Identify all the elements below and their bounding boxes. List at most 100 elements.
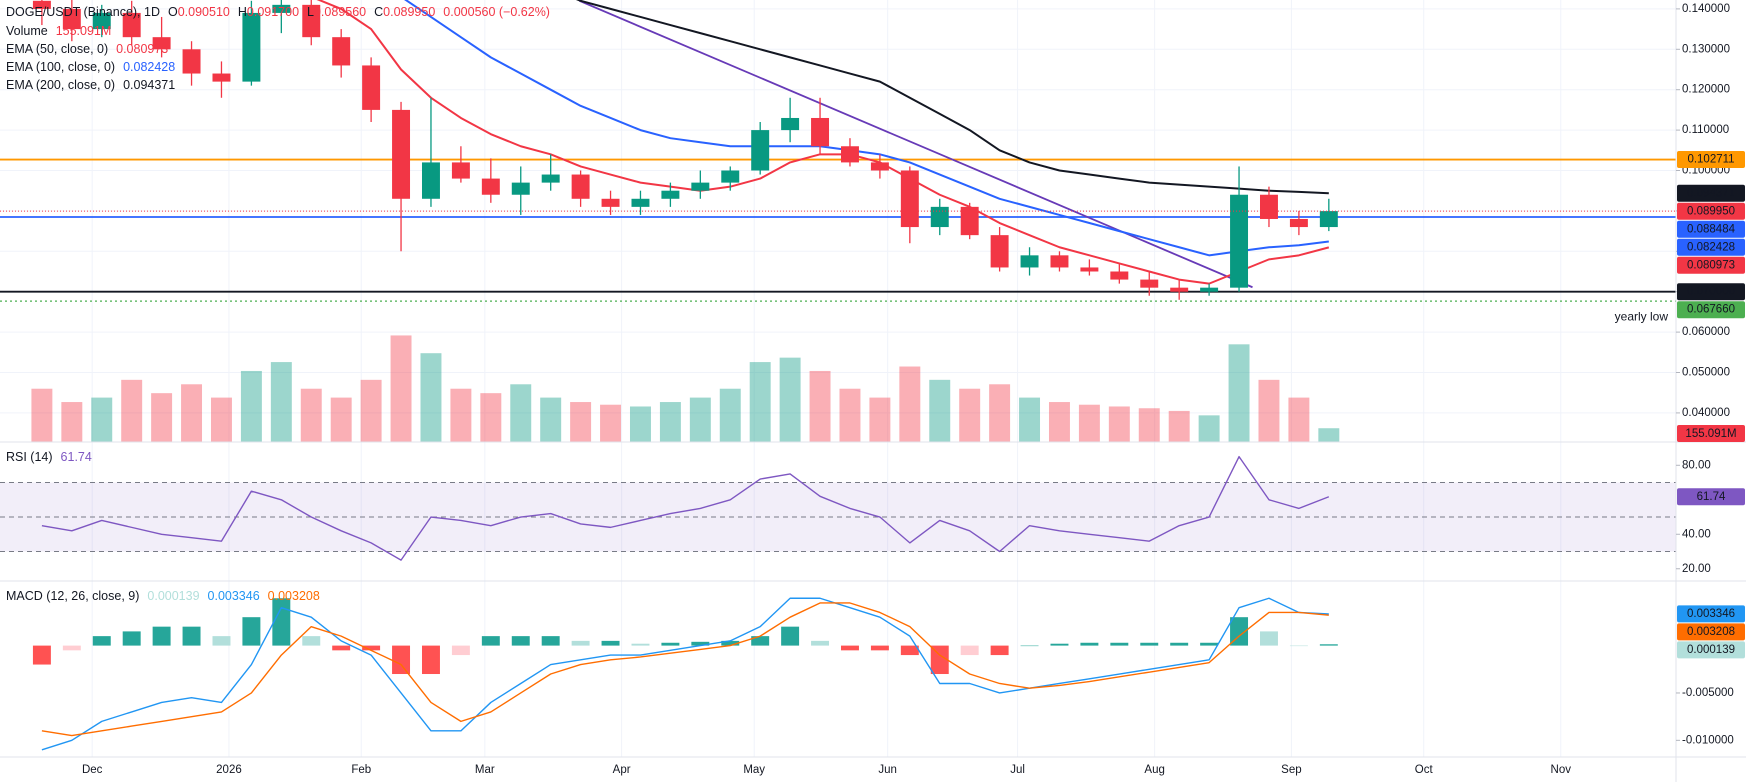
volume-bar — [91, 397, 113, 442]
signal-line — [41, 602, 1329, 737]
price-badge-label: 0.003346 — [1687, 608, 1735, 620]
candle-body — [691, 182, 710, 191]
price-badge — [1677, 283, 1745, 301]
legend-entry: DOGE/USDT (Binance), 1D O0.090510 H0.09170… — [6, 5, 550, 19]
macd-histogram-bar — [152, 626, 171, 646]
y-tick-label: 0.050000 — [1682, 367, 1730, 379]
price-badge-label: 61.74 — [1697, 491, 1726, 503]
legend-text: MACD (12, 26, close, 9) — [6, 589, 139, 603]
price-badge-label: 0.089950 — [1687, 205, 1735, 217]
volume-bar — [360, 379, 382, 442]
macd-histogram-bar — [601, 640, 620, 646]
ohlc-key: C — [374, 5, 383, 19]
y-tick-label: 0.130000 — [1682, 43, 1730, 55]
price-badge-label: 0.088484 — [1687, 223, 1736, 235]
macd-histogram-bar — [1230, 617, 1249, 646]
price-badge — [1677, 256, 1745, 274]
candle-body — [661, 190, 680, 199]
x-tick-label: Feb — [351, 764, 371, 776]
y-tick-label: 0.060000 — [1682, 326, 1730, 338]
macd-histogram-bar — [451, 645, 470, 656]
price-badge-label: 0.067660 — [1687, 304, 1735, 316]
macd-histogram-bar — [1259, 631, 1278, 646]
macd-histogram-bar — [362, 645, 381, 651]
macd-histogram-bar — [32, 645, 51, 665]
legend-entry: RSI (14) 61.74 — [6, 450, 92, 464]
y-tick-label: 0.120000 — [1682, 84, 1730, 96]
candle-body — [1259, 194, 1278, 219]
candle-body — [1050, 255, 1069, 268]
volume-bar — [1288, 397, 1310, 442]
volume-bar — [270, 362, 292, 442]
macd-histogram-bar — [930, 645, 949, 675]
macd-histogram-bar — [212, 636, 231, 646]
macd-histogram-bar — [661, 642, 680, 646]
macd-histogram-bar — [1050, 643, 1069, 646]
candle-body — [392, 109, 411, 199]
volume-bar — [31, 388, 53, 442]
x-tick-label: Oct — [1415, 764, 1434, 776]
macd-line — [41, 597, 1329, 751]
rsi-line — [41, 455, 1330, 561]
macd-histogram-bar — [421, 645, 440, 675]
candle-body — [152, 37, 171, 50]
ohlc-key: O — [168, 5, 178, 19]
volume-bar — [659, 402, 681, 442]
volume-bar — [390, 335, 412, 442]
legend-value: 0.003346 — [208, 589, 260, 603]
price-badge-label: 0.070000 — [1687, 286, 1735, 298]
candle-body — [1080, 267, 1099, 272]
volume-bar — [600, 404, 622, 442]
macd-histogram-bar — [1289, 645, 1308, 647]
rsi-pane — [0, 455, 1676, 561]
volume-bar — [1228, 344, 1250, 442]
volume-bar — [749, 362, 771, 442]
volume-bar — [480, 393, 502, 442]
y-tick-label: 0.140000 — [1682, 3, 1730, 15]
legend-entry: EMA (200, close, 0) 0.094371 — [6, 78, 175, 92]
candle-body — [541, 174, 560, 183]
volume-bar — [210, 397, 232, 442]
candle-body — [1170, 287, 1189, 292]
ohlc-value: 0.090510 — [178, 5, 230, 19]
x-tick-label: Jul — [1010, 764, 1025, 776]
volume-bar — [779, 357, 801, 442]
macd-histogram-bar — [811, 640, 830, 646]
candle-body — [870, 162, 889, 171]
ohlc-key: L — [307, 5, 314, 19]
price-badge — [1677, 202, 1745, 220]
candle-body — [601, 198, 620, 207]
volume-bar — [1138, 408, 1160, 442]
candle-body — [212, 73, 231, 82]
macd-histogram-bar — [272, 598, 291, 646]
macd-pane — [32, 597, 1338, 751]
volume-bar — [420, 353, 442, 442]
price-badge — [1677, 220, 1745, 238]
candle-body — [122, 12, 141, 38]
volume-bar — [1168, 410, 1190, 442]
macd-histogram-bar — [1319, 644, 1338, 646]
legend-entry: Volume 155.091M — [6, 24, 111, 38]
macd-histogram-bar — [1140, 642, 1159, 646]
candle-body — [1140, 279, 1159, 288]
ohlc-key: H — [238, 5, 247, 19]
candle-body — [1200, 287, 1219, 292]
price-badge — [1677, 301, 1745, 319]
macd-histogram-bar — [840, 645, 859, 651]
candle-body — [92, 12, 111, 30]
volume-bar — [1258, 379, 1280, 442]
candle-body — [332, 37, 351, 66]
macd-histogram-bar — [92, 636, 111, 646]
y-tick-label: -0.010000 — [1682, 734, 1734, 746]
macd-histogram-bar — [571, 640, 590, 646]
legend-text: 155.091M — [56, 24, 112, 38]
macd-histogram-bar — [900, 645, 919, 656]
price-badge-label: 0.080973 — [1687, 259, 1735, 271]
candle-body — [960, 206, 979, 236]
axis-badges: 155.091M 0.102711 0.088484 0.070000 0.067660… — [1677, 151, 1745, 659]
macd-histogram-bar — [990, 645, 1009, 656]
legend-text: Volume — [6, 24, 48, 38]
macd-histogram-bar — [182, 626, 201, 646]
legend-text: EMA (100, close, 0) — [6, 60, 115, 74]
